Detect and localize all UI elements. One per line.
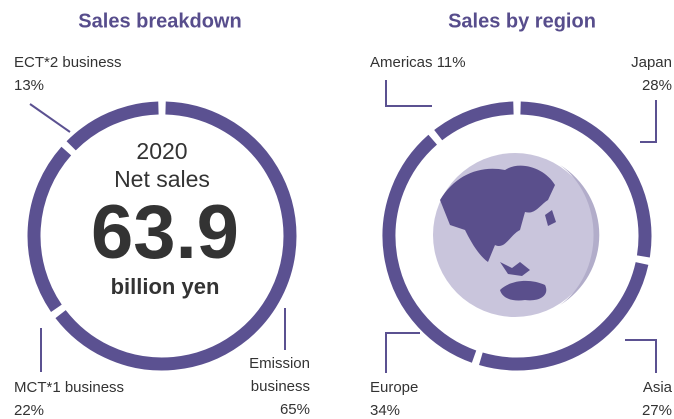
value-label: 34% <box>370 402 401 419</box>
segment-label: Japan 28% <box>631 51 672 97</box>
segment-label: Asia 27% <box>642 376 672 419</box>
donut-segment <box>382 134 477 363</box>
donut-segment <box>520 101 652 258</box>
donut-segment <box>434 101 514 141</box>
segment-label: Americas 11% <box>370 51 466 74</box>
donut-segment <box>55 101 297 371</box>
center-caption: Net sales <box>114 166 210 192</box>
value-label: 27% <box>641 402 672 419</box>
leader-line <box>29 103 71 133</box>
donut-segment <box>27 146 72 312</box>
value-label: 28% <box>641 77 672 94</box>
center-unit: billion yen <box>111 274 220 299</box>
category-label: Americas <box>370 54 433 71</box>
segment-label: MCT*1 business 22% <box>14 376 124 419</box>
chart-title: Sales breakdown <box>78 10 241 32</box>
segment-label: ECT*2 business 13% <box>14 51 122 97</box>
category-label: Asia <box>642 379 672 396</box>
value-label: 65% <box>279 401 310 418</box>
chart-title: Sales by region <box>448 10 596 32</box>
value-label: 22% <box>14 402 45 419</box>
category-label: Emission business <box>249 355 310 395</box>
center-year: 2020 <box>136 138 187 164</box>
segment-label: Europe 34% <box>370 376 418 419</box>
globe <box>433 153 600 317</box>
donut-segment <box>66 101 159 151</box>
leader-line <box>640 100 657 143</box>
leader-line <box>385 80 432 107</box>
leader-line <box>385 332 420 373</box>
leader-line <box>625 339 657 373</box>
value-label: 13% <box>14 77 45 94</box>
center-value: 63.9 <box>91 190 239 275</box>
value-label: 11% <box>436 54 466 71</box>
category-label: Europe <box>370 379 419 396</box>
category-label: ECT*2 business <box>14 54 122 71</box>
category-label: MCT*1 business <box>14 379 125 396</box>
category-label: Japan <box>631 54 672 71</box>
donut-segment <box>479 262 649 371</box>
segment-label: Emission business 65% <box>210 352 310 419</box>
